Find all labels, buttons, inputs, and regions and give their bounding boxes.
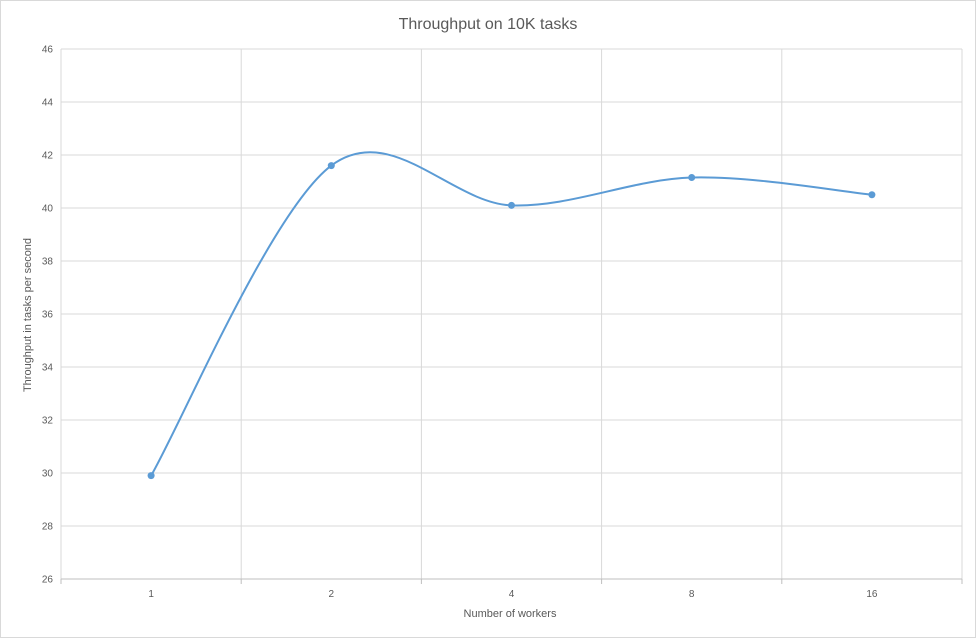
x-tick-labels: 1 2 4 8 16 — [148, 589, 878, 600]
x-tick-label-1: 2 — [329, 589, 335, 600]
y-axis-label: Throughput in tasks per second — [22, 238, 34, 392]
series-group — [147, 151, 876, 480]
y-tick-label-7: 40 — [42, 204, 54, 215]
y-tick-label-1: 28 — [42, 522, 54, 533]
data-point-3 — [688, 174, 696, 182]
x-axis-label: Number of workers — [464, 608, 557, 620]
series-line-0 — [150, 151, 873, 477]
data-point-1 — [327, 162, 335, 170]
x-tick-label-2: 4 — [509, 589, 515, 600]
y-tick-label-5: 36 — [42, 310, 54, 321]
gridlines — [60, 48, 963, 579]
y-tick-label-3: 32 — [42, 416, 54, 427]
data-point-0 — [147, 472, 155, 480]
axes — [60, 578, 963, 584]
y-tick-label-4: 34 — [42, 363, 54, 374]
chart-title: Throughput on 10K tasks — [399, 16, 578, 33]
x-tick-label-3: 8 — [689, 589, 695, 600]
data-point-4 — [868, 191, 876, 199]
data-point-2 — [508, 201, 515, 209]
y-tick-label-6: 38 — [42, 257, 54, 268]
y-tick-label-8: 42 — [42, 151, 54, 162]
x-tick-label-4: 16 — [866, 589, 878, 600]
y-tick-label-0: 26 — [42, 575, 54, 586]
y-tick-label-2: 30 — [42, 469, 54, 480]
y-tick-label-9: 44 — [42, 98, 54, 109]
y-tick-labels: 26 28 30 32 34 36 38 40 42 44 46 — [42, 45, 54, 586]
y-tick-label-10: 46 — [42, 45, 54, 56]
x-tick-label-0: 1 — [148, 589, 154, 600]
